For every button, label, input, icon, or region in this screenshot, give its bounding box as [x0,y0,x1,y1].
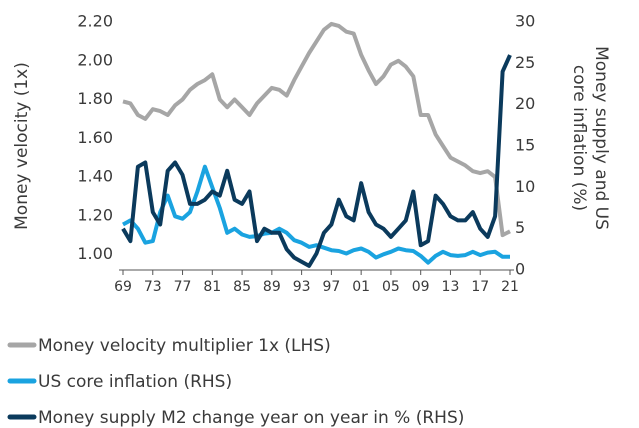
x-tick-label: 85 [233,279,251,295]
y2-tick-label: 15 [515,136,535,155]
y-tick-label: 1.20 [77,205,113,224]
y2-tick-label: 20 [515,94,535,113]
y-tick-label: 1.40 [77,167,113,186]
x-tick-label: 05 [382,279,400,295]
x-tick-label: 77 [174,279,192,295]
y-tick-label: 1.00 [77,244,113,263]
x-tick-label: 21 [501,279,519,295]
y2-tick-label: 25 [515,53,535,72]
x-tick-label: 17 [471,279,489,295]
legend-label: Money supply M2 change year on year in %… [38,408,464,428]
y2-tick-label: 10 [515,177,535,196]
y2-axis-label: Money supply and UScore inflation (%) [569,46,611,230]
x-tick-label: 09 [412,279,430,295]
y-tick-label: 1.60 [77,128,113,147]
x-tick-label: 69 [114,279,132,295]
x-tick-label: 13 [442,279,460,295]
y-tick-label: 2.20 [77,12,113,31]
legend-label: US core inflation (RHS) [38,372,232,392]
y2-axis-label-line: Money supply and US [591,46,611,230]
y2-tick-label: 0 [515,260,525,279]
y2-axis-label-line: core inflation (%) [569,65,589,211]
series-line [122,21,511,238]
x-tick-label: 73 [144,279,162,295]
x-tick-label: 93 [293,279,311,295]
y-tick-label: 1.80 [77,89,113,108]
x-tick-label: 01 [352,279,370,295]
y2-tick-label: 5 [515,218,525,237]
series-line [121,54,512,268]
x-tick-label: 81 [203,279,221,295]
legend-label: Money velocity multiplier 1x (LHS) [38,336,331,356]
x-tick-label: 89 [263,279,281,295]
series-line [122,164,510,265]
y2-tick-label: 30 [515,12,535,31]
x-tick-label: 97 [322,279,340,295]
y-axis-label: Money velocity (1x) [12,62,32,230]
y-tick-label: 2.00 [77,50,113,69]
